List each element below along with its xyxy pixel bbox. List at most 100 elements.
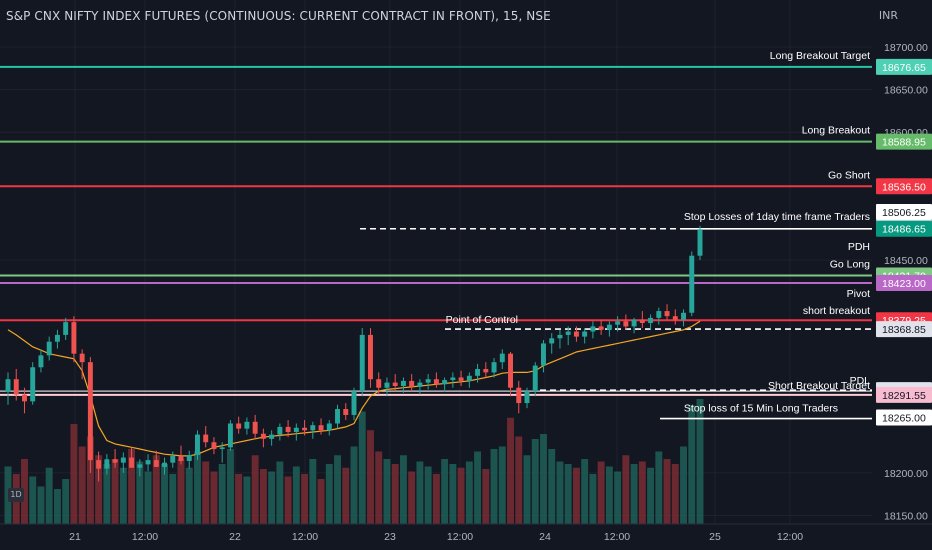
candle-body <box>697 229 703 256</box>
volume-bar <box>350 446 358 524</box>
vwap-line <box>7 320 701 457</box>
interval-badge[interactable]: 1D <box>8 488 24 502</box>
candle-body <box>466 375 472 381</box>
x-tick-label-1: 12:00 <box>132 531 158 543</box>
price-badge-bg-1 <box>876 133 932 150</box>
candle-body <box>623 321 629 327</box>
candle-body <box>508 353 513 388</box>
candle-body <box>178 455 184 461</box>
y-tick-label-4: 18200.00 <box>884 468 928 480</box>
level-label-11: PDL <box>850 375 871 387</box>
volume-bar <box>548 449 556 524</box>
candle-body <box>104 459 110 469</box>
level-label-9: short breakout <box>803 305 870 317</box>
volume-bar <box>276 461 284 524</box>
candle-body <box>63 322 69 335</box>
price-badge-bg-0 <box>876 58 932 75</box>
candle-body <box>310 425 316 431</box>
volume-bar <box>622 455 630 524</box>
candle-body <box>442 380 448 385</box>
candle-body <box>384 382 390 388</box>
candle-body <box>302 427 308 431</box>
candle-body <box>400 380 406 387</box>
x-tick-label-4: 23 <box>384 531 396 543</box>
volume-bar <box>210 471 218 524</box>
volume-bar <box>128 449 136 524</box>
candle-body <box>425 379 431 383</box>
volume-bar <box>556 461 564 524</box>
price-badge-3: 18506.25 <box>882 207 926 219</box>
level-label-12: Short Breakout Target <box>768 380 870 392</box>
price-badge-bg-12 <box>876 386 932 403</box>
volume-bar <box>169 474 177 524</box>
volume-bar <box>655 451 663 524</box>
candle-body <box>54 334 60 342</box>
volume-bar <box>70 424 78 524</box>
volume-bar <box>482 469 490 524</box>
volume-bar <box>251 455 259 524</box>
volume-bar <box>144 471 152 524</box>
candle-body <box>87 362 93 461</box>
y-tick-label-3: 18450.00 <box>884 255 928 267</box>
candle-body <box>541 343 546 366</box>
volume-bar <box>309 459 317 524</box>
candle-body <box>293 427 299 433</box>
price-badge-8: 18423.00 <box>882 278 926 290</box>
volume-bar <box>202 461 210 524</box>
candle-body <box>236 423 242 429</box>
volume-bar <box>358 411 366 524</box>
candle-body <box>532 365 538 392</box>
price-badge-bg-10 <box>876 321 932 338</box>
level-label-2: Go Short <box>828 169 870 181</box>
candle-body <box>318 425 324 431</box>
candle-body <box>631 319 637 327</box>
candle-body <box>260 433 266 439</box>
price-badge-12: 18291.55 <box>882 390 926 402</box>
candle-body <box>129 457 135 468</box>
x-tick-label-0: 21 <box>69 531 81 543</box>
candle-body <box>565 331 571 335</box>
candle-body <box>30 367 36 402</box>
candle-body <box>689 255 695 313</box>
x-tick-label-6: 24 <box>539 531 551 543</box>
candle-body <box>5 379 11 392</box>
candle-body <box>46 341 52 356</box>
y-tick-label-0: 18700.00 <box>884 42 928 54</box>
volume-bar <box>136 461 144 524</box>
candle-body <box>475 368 481 376</box>
time-axis[interactable]: 21 12:00 22 12:00 23 12:00 24 12:00 25 12:00 <box>0 523 932 543</box>
volume-bar <box>218 464 226 524</box>
candle-body <box>335 409 340 424</box>
volume-bar <box>671 464 679 524</box>
candle-body <box>145 460 151 465</box>
volume-bar <box>37 486 45 524</box>
candle-body <box>71 322 77 354</box>
volume-bar <box>416 461 424 524</box>
price-axis[interactable]: 18700.0018650.0018600.0018450.0018200.00… <box>872 0 932 550</box>
candle-body <box>524 391 530 404</box>
volume-bar <box>29 476 37 524</box>
candle-body <box>219 447 225 450</box>
price-badge-bg-8 <box>876 274 932 291</box>
volume-bar <box>21 459 28 524</box>
volume-bar <box>515 436 523 524</box>
price-badge-10: 18368.85 <box>882 324 926 336</box>
candle-body <box>409 380 415 387</box>
volume-bar <box>540 434 547 524</box>
candle-body <box>211 442 217 450</box>
volume-bar <box>53 489 61 524</box>
volume-bar <box>334 455 341 524</box>
volume-bar <box>696 399 704 524</box>
volume-bar <box>383 459 391 524</box>
volume-bar <box>424 466 432 524</box>
volume-bar <box>185 467 193 524</box>
volume-bar <box>614 471 622 524</box>
candle-body <box>252 421 258 434</box>
volume-bar <box>342 467 350 524</box>
candle-body <box>162 462 167 467</box>
candle-body <box>557 334 563 339</box>
volume-bar <box>449 464 457 524</box>
candle-body <box>38 355 44 368</box>
candle-body <box>582 331 588 337</box>
